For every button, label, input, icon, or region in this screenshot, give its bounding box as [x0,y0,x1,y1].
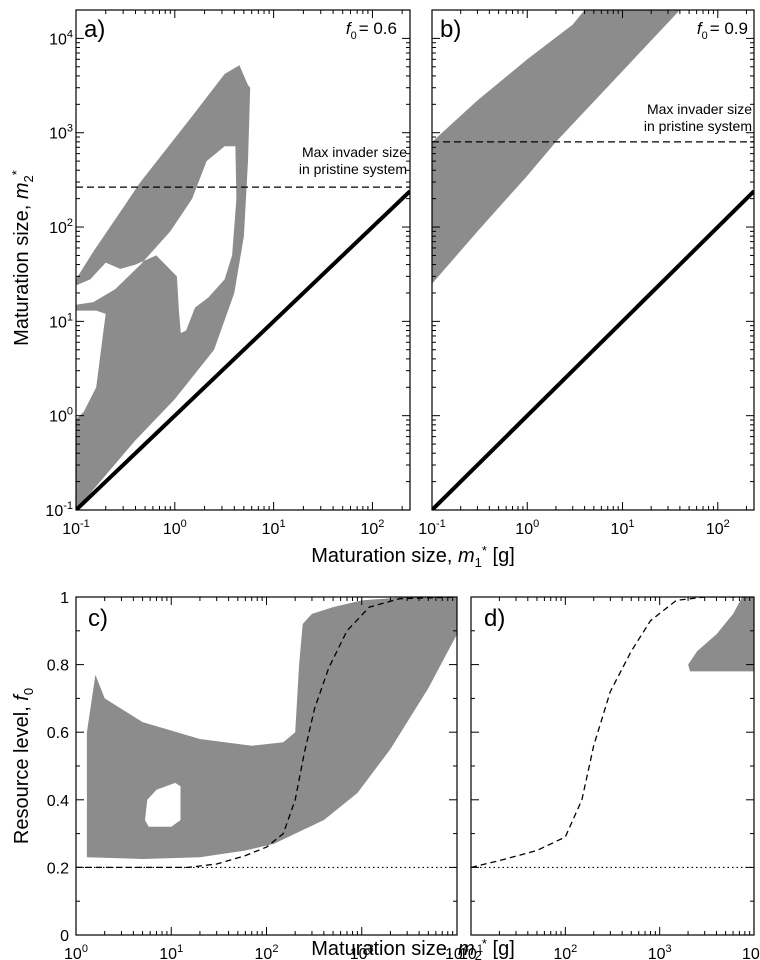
panel-a-y-tick-label: 100 [49,406,73,426]
panel-d-axis-ticks [470,596,755,936]
panel-b-label: b) [440,16,461,43]
panel-a-plot-area [76,65,410,510]
panel-b-axis-ticks [431,9,754,511]
panel-a-label: a) [84,16,105,43]
panel-a-x-tick-label: 10-1 [62,518,90,538]
panel-c-y-tick-label: 0.8 [47,658,69,675]
panel-c-x-tick-label: 102 [255,943,279,960]
panel-d-label: d) [484,605,505,632]
panel-d-invasion-region [688,597,754,672]
panel-d-plot-area [471,597,754,869]
panel-c-y-tick-label: 0.4 [47,793,69,810]
top-x-axis-title: Maturation size, m1* [g] [311,543,515,570]
panel-d-x-tick-label: 101 [459,943,483,960]
panel-a-y-tick-label: 103 [49,123,73,143]
panel-c: c) 100 101 102 103 104 0 0.2 0.4 0.6 0.8 1 [47,590,469,960]
bottom-x-axis-title: Maturation size, m2* [g] [311,936,515,960]
panel-a: a) f0 = 0.6 Max invader size in pristine … [45,9,411,538]
panel-a-max-size-label-line2: in pristine system [299,161,407,177]
panel-a-max-size-label-line1: Max invader size [302,144,407,160]
panel-b-x-tick-label: 100 [515,518,539,538]
panel-b-max-size-label-line2: in pristine system [644,118,752,134]
panel-a-invasion-region [76,65,251,510]
panel-a-x-tick-label: 102 [360,518,384,538]
panel-a-f0-annotation: f0 = 0.6 [346,19,397,42]
panel-c-y-tick-label: 0.6 [47,725,69,742]
panel-b-f0-annotation: f0 = 0.9 [697,19,748,42]
panel-a-diagonal-line [76,189,410,510]
panel-c-plot-area [76,597,457,869]
panel-b-x-tick-label: 102 [706,518,730,538]
panel-b-x-tick-label: 101 [611,518,635,538]
panel-a-frame [75,9,411,511]
panel-b-invasion-region [432,10,680,284]
top-y-axis-title: Maturation size, m2* [9,170,36,346]
panel-b-diagonal-line [432,189,754,510]
panel-b-max-size-label-line1: Max invader size [647,101,752,117]
panel-d: d) 101 102 103 104 [459,596,760,960]
panel-d-dashed-curve [471,597,754,869]
panel-c-y-tick-label: 1 [60,590,69,607]
panel-c-x-tick-label: 101 [159,943,183,960]
panel-b-x-tick-label: 10-1 [418,518,446,538]
panel-d-x-tick-label: 103 [648,943,672,960]
panel-d-x-tick-label: 104 [742,943,760,960]
panel-b: b) f0 = 0.9 Max invader size in pristine … [418,9,755,538]
panel-a-y-tick-label: 101 [49,311,73,331]
panel-c-invasion-region [86,597,457,859]
panel-b-frame [431,9,755,511]
panel-a-y-tick-label: 104 [49,28,73,48]
panel-b-plot-area [432,10,754,510]
panel-c-dashed-curve [76,597,457,869]
panel-a-axis-ticks [75,9,410,511]
panel-c-label: c) [88,605,108,632]
panel-a-x-tick-label: 101 [262,518,286,538]
panel-c-axis-ticks [75,596,458,936]
panel-c-y-tick-label: 0 [60,928,69,945]
panel-a-y-tick-label: 102 [49,217,73,237]
bottom-y-axis-title: Resource level, f0 [11,688,36,844]
panel-c-y-tick-label: 0.2 [47,860,69,877]
panel-d-x-tick-label: 102 [553,943,577,960]
panel-a-x-tick-label: 100 [163,518,187,538]
panel-c-x-tick-label: 103 [350,943,374,960]
panel-c-x-tick-label: 100 [64,943,88,960]
panel-a-y-tick-label: 10-1 [45,500,73,520]
panel-c-x-tick-label: 104 [445,943,469,960]
